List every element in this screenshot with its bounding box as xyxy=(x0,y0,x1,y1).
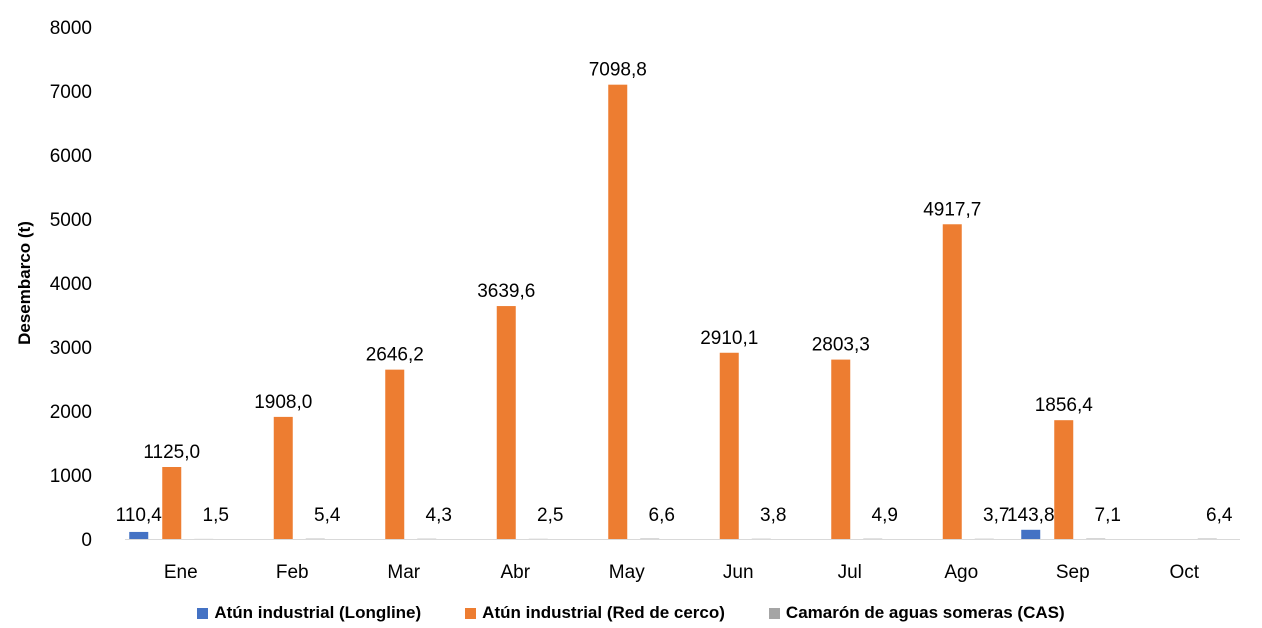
data-label: 7,1 xyxy=(1095,505,1121,526)
data-label: 4917,7 xyxy=(923,199,981,220)
data-label: 6,6 xyxy=(649,505,675,526)
data-label: 6,4 xyxy=(1206,505,1233,526)
legend-label: Camarón de aguas someras (CAS) xyxy=(785,603,1065,622)
data-label: 1856,4 xyxy=(1035,395,1094,416)
data-label: 4,9 xyxy=(872,505,898,526)
legend-item: Camarón de aguas someras (CAS) xyxy=(768,603,1065,623)
x-tick-label: Ago xyxy=(944,562,978,583)
data-label: 3,8 xyxy=(760,505,786,526)
data-label: 143,8 xyxy=(1007,505,1055,526)
x-tick-label: Sep xyxy=(1056,562,1090,583)
data-label: 1,5 xyxy=(203,505,229,526)
y-tick-label: 0 xyxy=(81,530,92,551)
x-tick-label: May xyxy=(609,562,645,583)
legend-item: Atún industrial (Longline) xyxy=(197,603,421,623)
data-label: 5,4 xyxy=(314,505,341,526)
x-tick-label: Mar xyxy=(387,562,420,583)
y-tick-label: 4000 xyxy=(50,274,92,295)
data-label: 7098,8 xyxy=(589,60,647,81)
legend-label: Atún industrial (Longline) xyxy=(214,603,422,622)
bar-1-jun xyxy=(719,352,739,539)
bar-0-sep xyxy=(1021,529,1041,539)
data-label: 2646,2 xyxy=(366,345,424,366)
bar-1-may xyxy=(608,84,628,539)
y-tick-label: 3000 xyxy=(50,338,92,359)
data-label: 3,7 xyxy=(983,505,1009,526)
legend-swatch xyxy=(768,607,780,619)
legend-label: Atún industrial (Red de cerco) xyxy=(482,603,725,622)
y-tick-label: 7000 xyxy=(50,82,92,103)
bar-chart: 0 1000 2000 3000 4000 5000 6000 7000 8000 Desemba… xyxy=(15,18,1240,583)
y-tick-label: 6000 xyxy=(50,146,92,167)
bar-1-ene xyxy=(162,467,182,539)
data-label: 110,4 xyxy=(116,505,163,526)
data-label: 3639,6 xyxy=(477,281,535,302)
bar-1-mar xyxy=(385,369,405,539)
x-tick-label: Abr xyxy=(500,562,530,583)
data-label: 2,5 xyxy=(537,505,563,526)
legend-item: Atún industrial (Red de cerco) xyxy=(465,603,725,623)
y-tick-label: 8000 xyxy=(50,18,92,39)
bar-0-ene xyxy=(129,531,149,539)
legend-swatch xyxy=(465,607,477,619)
data-label: 2803,3 xyxy=(812,335,870,356)
y-tick-label: 5000 xyxy=(50,210,92,231)
x-tick-label: Ene xyxy=(164,562,198,583)
y-axis-title: Desembarco (t) xyxy=(15,221,34,345)
data-label: 4,3 xyxy=(426,505,452,526)
bar-1-feb xyxy=(273,416,293,539)
y-tick-label: 2000 xyxy=(50,402,92,423)
data-label: 1125,0 xyxy=(143,442,200,463)
x-tick-label: Feb xyxy=(276,562,309,583)
x-tick-label: Jul xyxy=(838,562,862,583)
bar-1-ago xyxy=(942,224,962,539)
y-tick-label: 1000 xyxy=(50,466,92,487)
data-label: 2910,1 xyxy=(700,328,758,349)
bar-1-sep xyxy=(1054,420,1074,539)
legend-swatch xyxy=(197,607,209,619)
x-tick-label: Jun xyxy=(723,562,754,583)
bar-1-jul xyxy=(831,359,851,539)
data-label: 1908,0 xyxy=(254,392,312,413)
bar-1-abr xyxy=(496,306,516,539)
legend: Atún industrial (Longline) Atún industria… xyxy=(0,603,1262,623)
x-tick-label: Oct xyxy=(1169,562,1199,583)
